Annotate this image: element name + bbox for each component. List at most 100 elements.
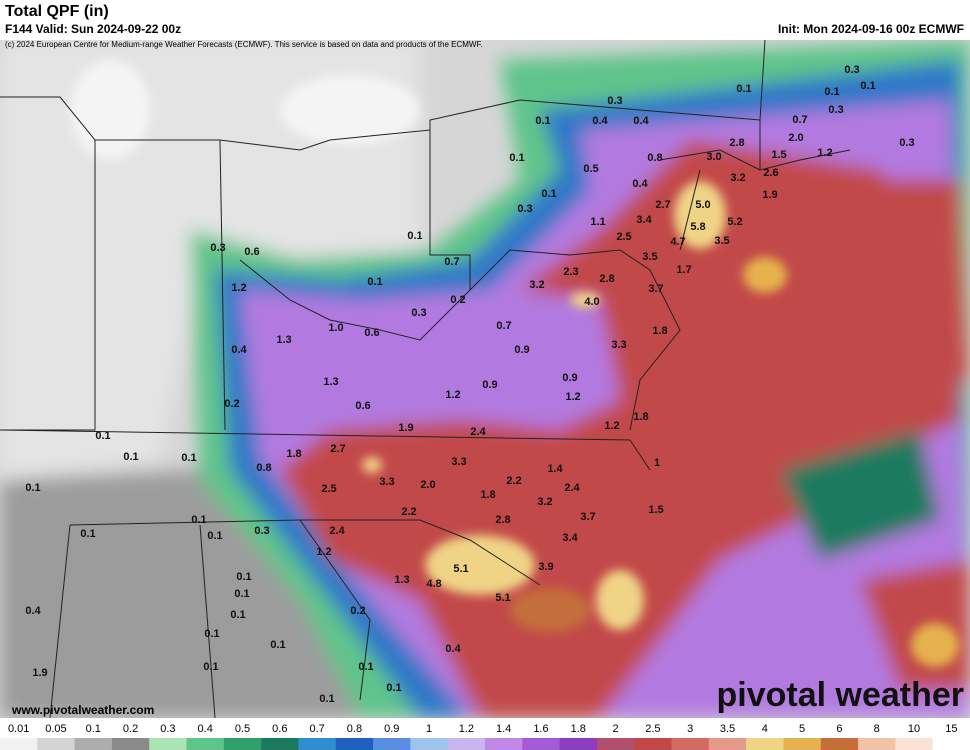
colorbar-segment [335,738,374,750]
map-value-label: 0.3 [844,64,859,76]
map-value-label: 0.1 [191,514,206,526]
colorbar-label: 0.05 [45,723,66,735]
core [425,535,535,595]
core [674,181,726,249]
border [469,249,681,431]
map-value-label: 0.4 [445,643,461,655]
map-value-label: 0.2 [350,605,365,617]
map-value-label: 1.2 [817,147,832,159]
colorbar-label: 3.5 [720,723,735,735]
colorbar-label: 0.5 [235,723,250,735]
map-value-label: 2.2 [506,475,521,487]
core [743,257,787,293]
colorbar-label: 5 [799,723,805,735]
colorbar-segment [485,738,523,750]
map-value-label: 2.4 [564,482,580,494]
map-value-label: 3.3 [611,339,626,351]
colorbar-segment [74,738,113,750]
map-value-label: 1.5 [648,504,663,516]
colorbar-segment [746,738,784,750]
colorbar-label: 3 [687,723,693,735]
map-value-label: 2.5 [616,231,631,243]
website: www.pivotalweather.com [11,703,154,717]
map-value-label: 3.7 [648,283,663,295]
map-value-label: 1.0 [328,322,343,334]
map-value-label: 0.1 [535,115,550,127]
colorbar-label: 0.3 [160,723,175,735]
map-value-label: 0.3 [411,307,426,319]
map-value-label: 1.3 [323,376,338,388]
title: Total QPF (in) [5,3,109,20]
map-value-label: 0.9 [562,372,577,384]
map-value-label: 0.3 [607,95,622,107]
map-value-label: 2.8 [729,137,744,149]
colorbar-label: 15 [945,723,957,735]
map-value-label: 1.2 [565,391,580,403]
map-value-label: 1.8 [652,325,667,337]
map-value-label: 2.4 [470,426,486,438]
map-value-label: 0.1 [95,430,110,442]
colorbar-label: 0.9 [384,723,399,735]
map-value-label: 0.7 [444,256,459,268]
colorbar-label: 0.2 [123,723,138,735]
map-value-label: 0.3 [210,242,225,254]
map-value-label: 0.1 [386,682,401,694]
map-value-label: 1.2 [604,420,619,432]
map-value-label: 0.8 [256,462,271,474]
map-value-label: 4.0 [584,296,599,308]
state-borders [0,39,851,719]
map-value-label: 0.2 [224,398,239,410]
map-value-label: 0.1 [319,693,334,705]
map-value-label: 0.1 [123,451,138,463]
border [69,519,541,586]
colorbar-label: 10 [908,723,920,735]
map-value-label: 0.4 [633,115,649,127]
map-value-label: 0.1 [824,86,839,98]
map-value-label: 0.1 [234,588,249,600]
map-value-label: 5.8 [690,221,705,233]
map-value-label: 2.8 [599,273,614,285]
map-value-label: 2.8 [495,514,510,526]
map-value-label: 2.5 [321,483,336,495]
colorbar-label: 0.4 [198,723,213,735]
map-value-label: 3.2 [730,172,745,184]
map-value-label: 2.7 [655,199,670,211]
map-value-label: 1.2 [445,389,460,401]
green-offshore [780,430,940,560]
map-value-label: 3.5 [642,251,657,263]
map-value-label: 0.1 [367,276,382,288]
map-value-label: 1.9 [32,667,47,679]
colorbar-segment [783,738,822,750]
colorbar-segment [0,738,38,750]
core [362,457,382,473]
map-value-label: 1.8 [286,448,301,460]
heavy-cores [70,60,959,667]
core [596,570,644,630]
map-field [0,39,970,719]
colorbar-label: 2.5 [645,723,660,735]
colorbar-segment [522,738,561,750]
colorbar-segment [223,738,262,750]
map-value-label: 3.4 [562,532,578,544]
map-value-label: 3.3 [379,476,394,488]
core [911,623,959,667]
map-value-label: 0.4 [632,178,648,190]
colorbar-label: 1.2 [459,723,474,735]
map-value-label: 0.5 [583,163,598,175]
map-value-label: 0.1 [270,639,285,651]
map-value-label: 1.2 [231,282,246,294]
border [219,129,471,341]
colorbar-segment [410,738,449,750]
colorbar-segment [634,738,673,750]
header-bar [0,0,970,40]
init-time: Init: Mon 2024-09-16 00z ECMWF [778,22,964,36]
colorbar-segment [261,738,299,750]
colorbar-label: 1.4 [496,723,511,735]
map-value-label: 1.5 [771,149,786,161]
colorbar-segment [111,738,150,750]
map-value-label: 4.8 [426,578,441,590]
colorbar-label: 2 [613,723,619,735]
map-value-label: 0.3 [517,203,532,215]
map-value-label: 2.0 [420,479,435,491]
map-value-label: 5.1 [453,563,468,575]
